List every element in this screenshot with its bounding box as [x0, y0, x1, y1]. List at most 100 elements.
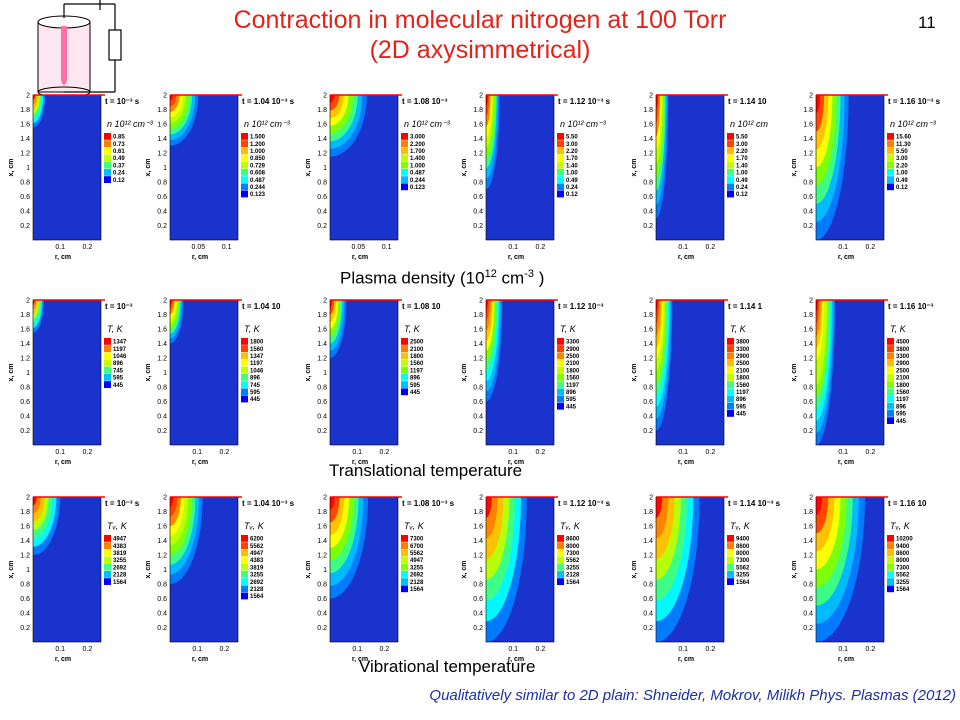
y-tick-label: 1.8: [473, 312, 483, 319]
legend-value: 2.20: [896, 163, 908, 169]
y-tick-label: 2: [26, 495, 30, 502]
y-axis-label: x, cm: [791, 561, 798, 579]
x-tick-label: 0.1: [192, 449, 202, 456]
y-axis-label: x, cm: [461, 159, 468, 177]
legend-swatch: [887, 381, 894, 388]
x-tick-label: 0.2: [83, 646, 93, 653]
y-tick-label: 0.2: [803, 625, 813, 632]
legend-value: 1.70: [566, 156, 578, 162]
legend-value: 1564: [736, 580, 750, 586]
panel-field: [33, 95, 101, 240]
contour-panel-density-4: 0.2 0.4 0.6 0.8 1 1.2 1.4 1.6 1.8 2 x, cm 0.1 0.2 r, …: [631, 93, 769, 262]
y-axis-label: x, cm: [791, 159, 798, 177]
contour-band: [330, 95, 335, 103]
x-tick-label: 0.2: [536, 646, 546, 653]
time-label: t = 1.12 10⁻³: [558, 302, 604, 311]
legend-swatch: [557, 345, 564, 352]
y-tick-label: 1.8: [803, 107, 813, 114]
legend-swatch: [241, 556, 248, 564]
legend-swatch: [887, 549, 894, 557]
y-tick-label: 0.6: [20, 194, 30, 201]
legend-value: 0.487: [410, 171, 426, 177]
contour-band: [33, 497, 37, 506]
y-tick-label: 0.6: [803, 194, 813, 201]
legend-value: 595: [896, 412, 907, 418]
legend-swatch: [887, 374, 894, 381]
x-axis-label: r, cm: [508, 656, 524, 663]
y-tick-label: 0.8: [473, 385, 483, 392]
legend-title: T, K: [730, 324, 747, 334]
legend-value: 0.49: [113, 156, 125, 162]
legend-swatch: [557, 395, 564, 403]
time-label: t = 1.04 10⁻³ s: [242, 499, 295, 508]
y-tick-label: 1.8: [643, 509, 653, 516]
legend-swatch: [241, 592, 248, 600]
x-tick-label: 0.2: [83, 449, 93, 456]
y-axis-label: x, cm: [8, 561, 15, 579]
legend-swatch: [887, 345, 894, 352]
y-tick-label: 1.4: [157, 341, 167, 348]
y-tick-label: 2: [649, 93, 653, 100]
contour-band: [656, 300, 658, 312]
legend-swatch: [727, 556, 734, 564]
legend-swatch: [557, 535, 564, 542]
y-tick-label: 1.6: [20, 524, 30, 531]
legend-swatch: [887, 359, 894, 367]
legend-swatch: [104, 549, 111, 557]
legend-value: 745: [250, 383, 261, 389]
legend-swatch: [557, 366, 564, 374]
legend-title: n 10¹² cm⁻³: [890, 119, 937, 129]
legend-swatch: [104, 542, 111, 549]
legend-value: 0.12: [896, 185, 908, 191]
legend-value: 896: [736, 397, 747, 403]
legend-value: 1347: [113, 340, 127, 346]
y-tick-label: 1.8: [473, 509, 483, 516]
x-axis-label: r, cm: [508, 254, 524, 261]
legend-swatch: [401, 374, 408, 381]
x-axis-label: r, cm: [678, 459, 694, 466]
y-tick-label: 2: [479, 495, 483, 502]
y-tick-label: 2: [809, 93, 813, 100]
legend-swatch: [887, 578, 894, 585]
legend-value: 15.60: [896, 135, 912, 141]
legend-value: 0.12: [736, 192, 748, 198]
y-tick-label: 1.2: [157, 553, 167, 560]
legend-swatch: [727, 338, 734, 345]
legend-swatch: [401, 563, 408, 571]
y-tick-label: 1: [809, 165, 813, 172]
legend-value: 5562: [896, 573, 910, 579]
row-label-density-unit: cm: [496, 268, 525, 288]
row-label-density-text: Plasma density (10: [340, 268, 485, 288]
legend-value: 1564: [113, 580, 127, 586]
contour-bands: [816, 497, 865, 642]
legend-title: n 10¹² cm: [730, 119, 769, 129]
y-tick-label: 1.8: [317, 509, 327, 516]
legend-swatch: [241, 366, 248, 374]
legend-swatch: [727, 176, 734, 183]
legend-value: 0.123: [410, 185, 426, 191]
legend-value: 2128: [113, 573, 127, 579]
legend-swatch: [241, 190, 248, 198]
x-tick-label: 0.2: [536, 449, 546, 456]
legend-swatch: [557, 578, 564, 585]
legend-value: 0.37: [113, 163, 125, 169]
legend-swatch: [727, 352, 734, 360]
y-tick-label: 0.8: [20, 385, 30, 392]
legend-swatch: [104, 133, 111, 140]
y-tick-label: 0.2: [20, 428, 30, 435]
legend-swatch: [241, 161, 248, 169]
y-tick-label: 1.4: [20, 136, 30, 143]
y-tick-label: 0.2: [157, 625, 167, 632]
legend-title: T, K: [890, 324, 907, 334]
plasma-channel: [61, 26, 67, 85]
y-tick-label: 1.8: [20, 107, 30, 114]
legend-swatch: [104, 161, 111, 169]
contour-bands: [486, 95, 500, 190]
y-axis-label: x, cm: [8, 159, 15, 177]
y-tick-label: 1.4: [473, 341, 483, 348]
x-axis-label: r, cm: [678, 254, 694, 261]
legend-value: 1197: [566, 383, 580, 389]
legend-value: 5562: [736, 565, 750, 571]
legend-value: 3255: [566, 565, 580, 571]
legend-value: 0.49: [896, 178, 908, 184]
